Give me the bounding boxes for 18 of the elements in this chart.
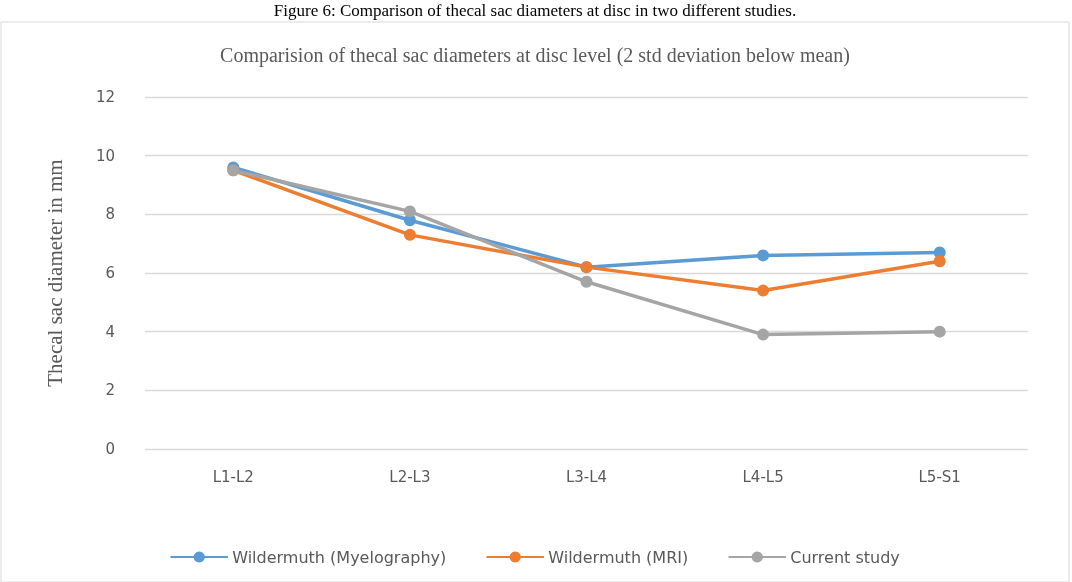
y-tick-label: 4 (105, 322, 115, 341)
legend-label: Current study (790, 547, 900, 567)
legend-label: Wildermuth (MRI) (548, 547, 689, 567)
caption: Figure 6: Comparison of thecal sac diameters at disc in two different studies. (273, 1, 797, 20)
x-tick-label: L5-S1 (918, 467, 961, 486)
y-tick-label: 12 (95, 88, 115, 106)
x-tick-label: L4-L5 (742, 467, 784, 486)
x-tick-label: L3-L4 (565, 467, 608, 486)
chart-title: Comparision of thecal sac diameters at disc level (2 std deviation below mean) (220, 44, 850, 67)
y-tick-label: 2 (105, 381, 115, 400)
y-tick-label: 8 (105, 205, 115, 224)
legend-label: Wildermuth (Myelography) (232, 547, 447, 567)
x-tick-label: L2-L3 (389, 467, 431, 486)
x-tick-label: L1-L2 (212, 467, 254, 486)
y-tick-label: 10 (95, 146, 115, 165)
y-tick-label: 0 (105, 440, 115, 458)
y-tick-label: 6 (105, 264, 115, 282)
y-axis-title: Thecal sac diameter in mm (42, 159, 67, 387)
